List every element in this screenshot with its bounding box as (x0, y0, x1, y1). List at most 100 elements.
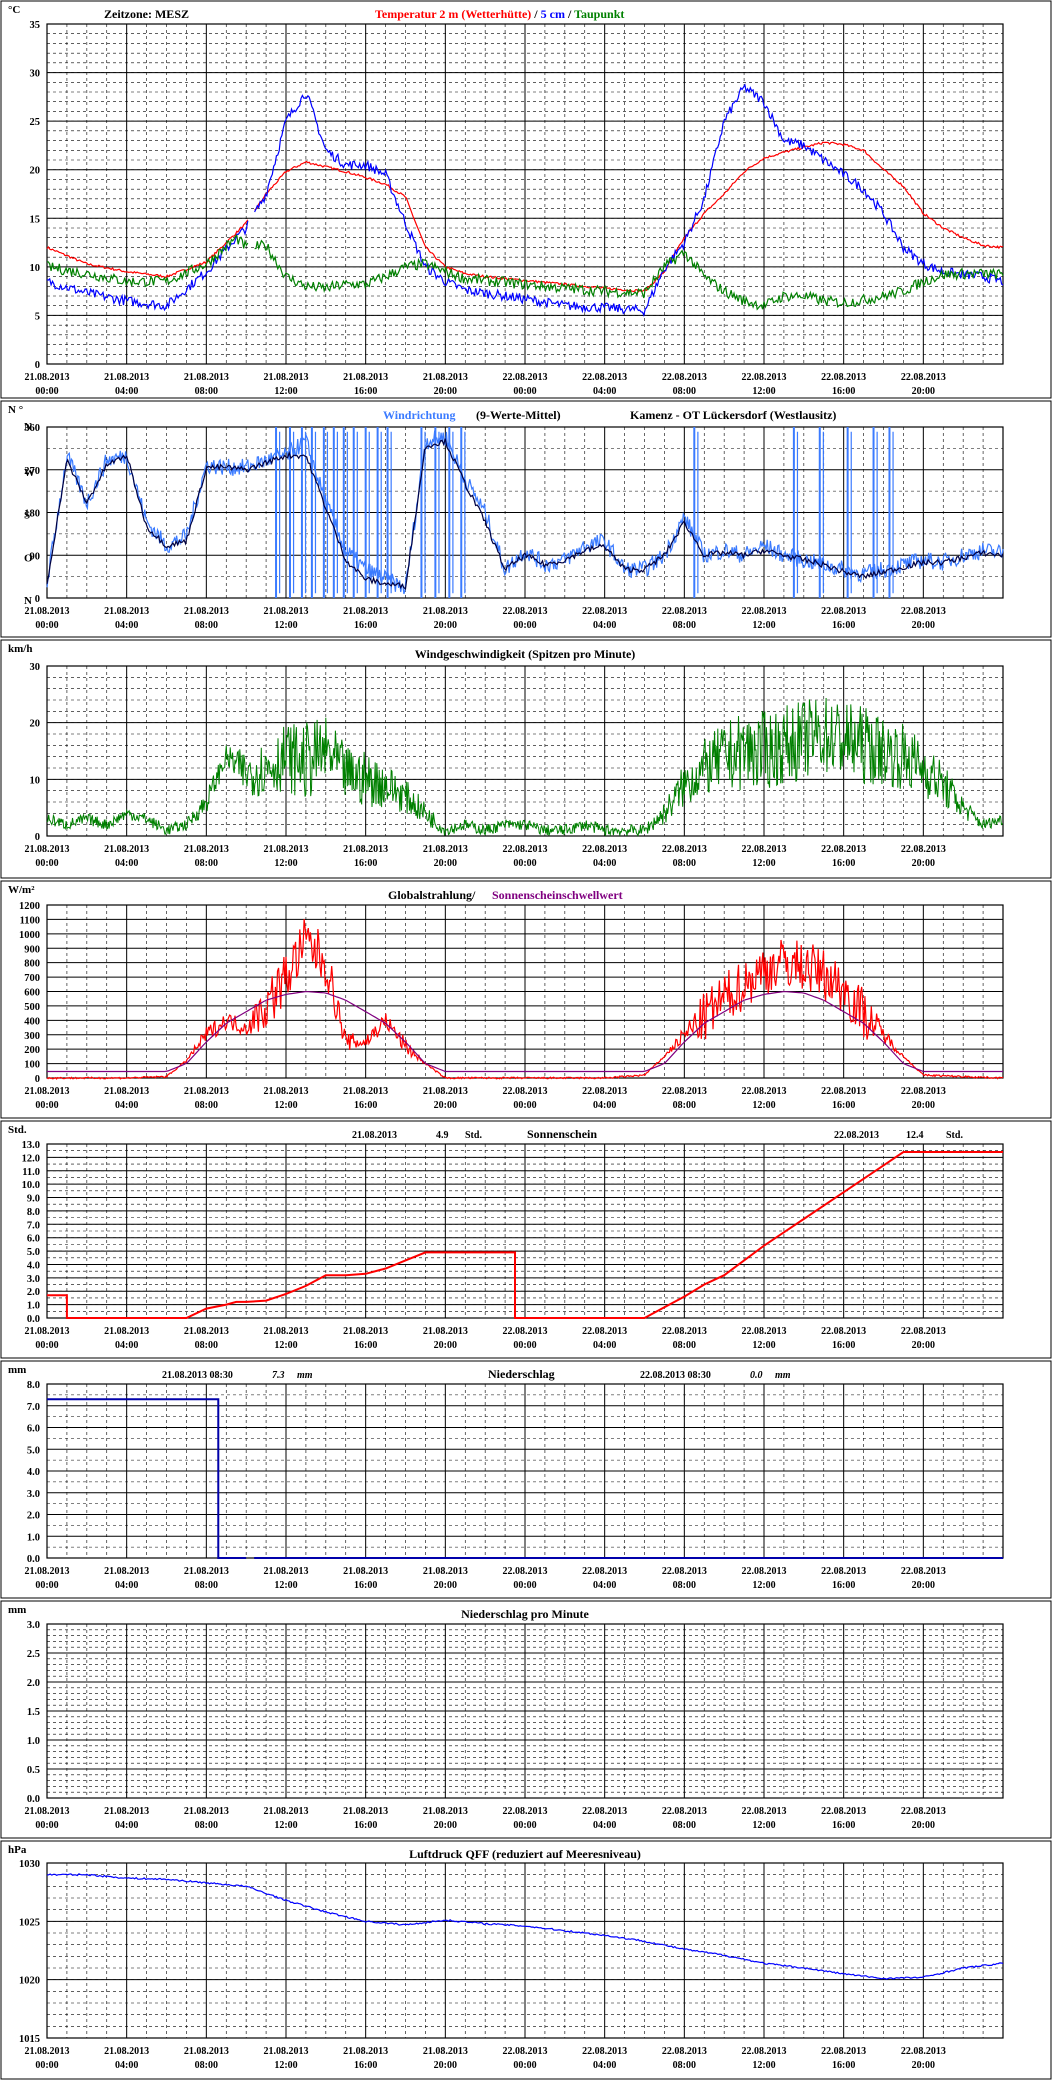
x-tick-time: 12:00 (274, 1820, 297, 1831)
x-tick-time: 08:00 (673, 386, 696, 397)
y-tick-label: 1100 (20, 915, 40, 926)
x-tick-date: 22.08.2013 (662, 2046, 707, 2057)
y-axis-unit: mm (8, 1364, 26, 1376)
y-tick-label: 900 (24, 944, 40, 955)
y-tick-label: 1200 (19, 901, 40, 912)
x-tick-date: 21.08.2013 (343, 372, 388, 383)
panel-sunshine: 0.0 1.0 2.0 3.0 4.0 5.0 6.0 7.0 8.0 9.0 10.0 11.0 12… (0, 1120, 1052, 1359)
x-tick-date: 22.08.2013 (821, 1806, 866, 1817)
x-tick-time: 00:00 (35, 1340, 58, 1351)
x-tick-date: 21.08.2013 (264, 606, 309, 617)
x-tick-time: 20:00 (434, 1820, 457, 1831)
x-tick-time: 08:00 (195, 1580, 218, 1591)
y-tick-label: 7.0 (27, 1220, 40, 1231)
x-tick-date: 21.08.2013 (184, 372, 229, 383)
y-tick-label: 1020 (19, 1976, 40, 1987)
x-tick-time: 08:00 (195, 2060, 218, 2071)
x-tick-date: 22.08.2013 (901, 606, 946, 617)
x-tick-date: 22.08.2013 (503, 2046, 548, 2057)
title-part: / (531, 7, 540, 21)
x-tick-time: 12:00 (752, 1340, 775, 1351)
day2-date: 22.08.2013 (834, 1130, 879, 1141)
x-tick-date: 22.08.2013 (821, 1086, 866, 1097)
y-tick-label: 20 (30, 719, 41, 730)
x-tick-date: 22.08.2013 (503, 1566, 548, 1577)
day2-unit: Std. (946, 1130, 963, 1141)
y-tick-label: 12.0 (22, 1153, 40, 1164)
x-tick-time: 16:00 (832, 1340, 855, 1351)
y-tick-label: 100 (24, 1060, 40, 1071)
x-tick-time: 16:00 (832, 386, 855, 397)
x-tick-date: 21.08.2013 (423, 2046, 468, 2057)
x-tick-date: 22.08.2013 (582, 1086, 627, 1097)
y-tick-label: 0.0 (27, 1554, 40, 1565)
x-tick-date: 21.08.2013 (25, 606, 70, 617)
y-tick-label: 0 (35, 594, 40, 605)
y-tick-label: 10.0 (22, 1180, 40, 1191)
x-tick-date: 21.08.2013 (184, 844, 229, 855)
x-tick-date: 21.08.2013 (25, 1086, 70, 1097)
plot-area (46, 1623, 1004, 1799)
day1-unit: mm (297, 1370, 313, 1381)
y-tick-label: 2.5 (27, 1649, 40, 1660)
x-tick-time: 20:00 (912, 1100, 935, 1111)
y-tick-label: 30 (30, 662, 41, 673)
y-tick-label: 2.0 (27, 1678, 40, 1689)
panel-precip_minute: 0.0 0.5 1.0 1.5 2.0 2.5 3.0mm 21.08.2013 00:00 21… (0, 1600, 1052, 1839)
x-tick-date: 22.08.2013 (901, 2046, 946, 2057)
x-tick-time: 04:00 (115, 2060, 138, 2071)
x-tick-time: 00:00 (35, 858, 58, 869)
panel-border (0, 639, 1052, 879)
x-tick-date: 21.08.2013 (184, 1326, 229, 1337)
title-part: / (565, 7, 574, 21)
x-tick-time: 00:00 (513, 386, 536, 397)
y-tick-label: 6.0 (27, 1234, 40, 1245)
x-tick-date: 22.08.2013 (503, 372, 548, 383)
y-tick-label: 1030 (19, 1859, 40, 1870)
y-tick-label: 300 (24, 1031, 40, 1042)
y-tick-label: 25 (30, 117, 41, 128)
y-tick-label: 5 (35, 311, 40, 322)
y-tick-label: 3.0 (27, 1489, 40, 1500)
y-tick-label: 1.5 (27, 1707, 40, 1718)
title-part: 5 cm (541, 7, 565, 21)
x-tick-time: 16:00 (354, 1340, 377, 1351)
x-tick-date: 21.08.2013 (423, 1566, 468, 1577)
day2-value: 0.0 (750, 1370, 763, 1381)
x-tick-time: 20:00 (434, 858, 457, 869)
x-tick-time: 12:00 (274, 1580, 297, 1591)
x-tick-time: 12:00 (752, 386, 775, 397)
x-tick-date: 22.08.2013 (662, 606, 707, 617)
x-tick-date: 21.08.2013 (264, 1566, 309, 1577)
y-tick-label: 8.0 (27, 1380, 40, 1391)
x-tick-time: 08:00 (195, 386, 218, 397)
x-tick-date: 21.08.2013 (264, 1326, 309, 1337)
x-tick-time: 16:00 (832, 1820, 855, 1831)
y-tick-label: 15 (30, 214, 41, 225)
x-tick-date: 22.08.2013 (662, 1086, 707, 1097)
x-tick-time: 12:00 (752, 1580, 775, 1591)
y-tick-label: 90 (30, 551, 41, 562)
x-tick-time: 12:00 (274, 2060, 297, 2071)
y-tick-label: 35 (30, 20, 41, 31)
x-tick-date: 21.08.2013 (343, 606, 388, 617)
x-tick-date: 21.08.2013 (423, 606, 468, 617)
x-tick-date: 22.08.2013 (742, 1086, 787, 1097)
panel-wind_speed: 0 10 20 30 km/h 21.08.2013 00:00 21.08.2013 04:0… (0, 639, 1052, 879)
direction-mean-line (46, 438, 1004, 590)
y-tick-label: 200 (24, 1045, 40, 1056)
y-axis-unit: °C (8, 4, 20, 16)
y-tick-label: 800 (24, 959, 40, 970)
x-tick-time: 00:00 (35, 2060, 58, 2071)
x-tick-time: 00:00 (35, 386, 58, 397)
x-tick-date: 22.08.2013 (821, 372, 866, 383)
x-tick-time: 20:00 (434, 2060, 457, 2071)
x-tick-time: 04:00 (115, 1340, 138, 1351)
x-tick-time: 16:00 (832, 858, 855, 869)
x-tick-date: 21.08.2013 (25, 372, 70, 383)
y-tick-label: 3.0 (27, 1274, 40, 1285)
x-tick-time: 04:00 (115, 386, 138, 397)
x-tick-date: 22.08.2013 (582, 1566, 627, 1577)
x-tick-time: 16:00 (832, 1100, 855, 1111)
plot-area (46, 1862, 1004, 2039)
